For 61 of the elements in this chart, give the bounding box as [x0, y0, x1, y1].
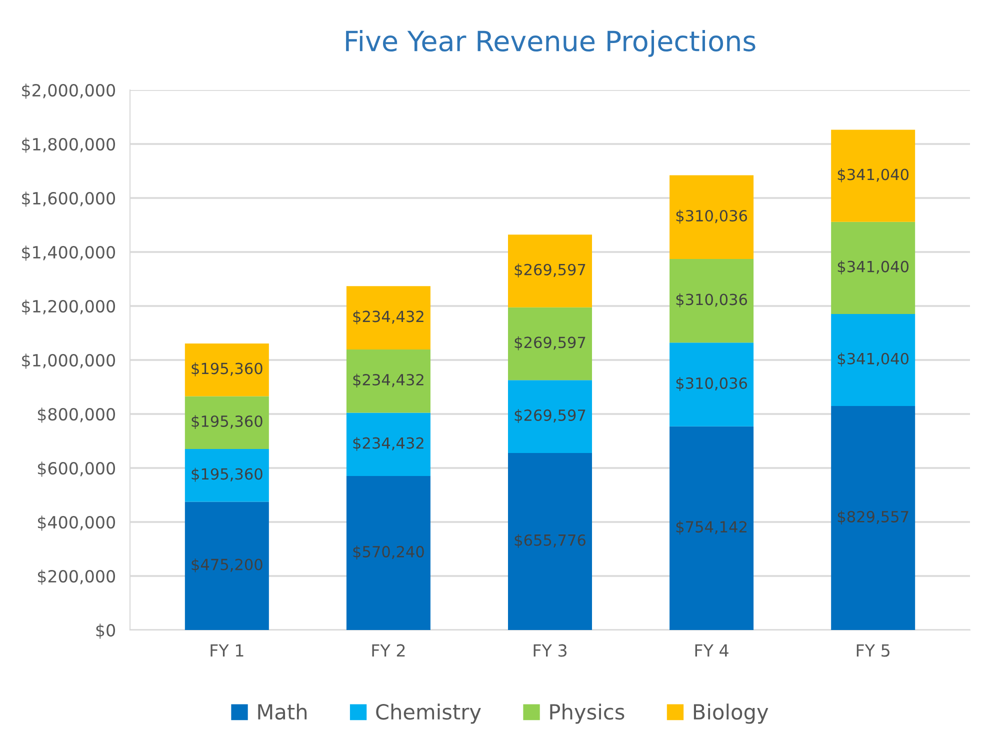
bar [184, 343, 269, 396]
y-tick-label: $1,200,000 [22, 300, 116, 315]
data-label: $754,142 [676, 520, 746, 535]
bar [508, 307, 592, 380]
legend-label: Biology [694, 704, 768, 724]
bar [670, 426, 754, 630]
data-label: $234,432 [353, 374, 424, 388]
y-tick-label: $1,600,000 [22, 192, 116, 207]
data-label: $475,200 [192, 558, 262, 572]
y-tick-label: $2,000,000 [22, 84, 116, 99]
bar [184, 448, 269, 502]
bar [670, 258, 754, 343]
legend-label: Math [258, 704, 307, 720]
y-tick-label: $400,000 [38, 516, 116, 531]
data-label: $269,597 [514, 409, 586, 424]
data-label: $269,597 [514, 336, 586, 350]
data-label: $829,557 [838, 510, 908, 524]
bar [184, 396, 269, 449]
y-tick-label: $200,000 [38, 570, 116, 585]
bar [670, 175, 754, 259]
data-label: $341,040 [838, 168, 909, 182]
x-tick-label: FY 1 [210, 644, 244, 657]
data-label: $234,432 [353, 310, 424, 324]
bar [508, 380, 592, 453]
legend-label: Physics [550, 704, 624, 724]
bar [508, 452, 592, 630]
x-tick-label: FY 2 [372, 644, 405, 657]
x-tick-label: FY 4 [695, 644, 728, 657]
bar [346, 286, 430, 350]
data-label: $269,597 [514, 264, 586, 278]
legend-label: Chemistry [376, 704, 481, 724]
y-tick-label: $1,000,000 [22, 354, 116, 369]
x-tick-label: FY 3 [534, 644, 566, 657]
bar [831, 406, 916, 630]
bar [831, 314, 916, 406]
y-tick-label: $0 [96, 624, 116, 639]
y-tick-label: $1,800,000 [22, 138, 116, 153]
data-label: $341,040 [838, 352, 909, 366]
data-label: $655,776 [514, 534, 586, 548]
data-label: $234,432 [353, 436, 424, 451]
bar [508, 234, 592, 308]
bar [831, 222, 916, 314]
bar [346, 349, 430, 413]
y-tick-label: $600,000 [38, 462, 116, 477]
x-tick-label: FY 5 [856, 644, 890, 657]
bar [346, 412, 430, 476]
data-label: $195,360 [192, 362, 262, 376]
data-label: $310,036 [676, 377, 748, 391]
chart-title: Five Year Revenue Projections [346, 30, 756, 57]
data-label: $310,036 [676, 293, 748, 308]
data-label: $570,240 [353, 546, 424, 560]
bar [831, 130, 916, 222]
y-tick-label: $1,400,000 [22, 246, 116, 261]
data-label: $310,036 [676, 210, 748, 224]
bar [184, 502, 269, 630]
bar [670, 342, 754, 426]
data-label: $195,360 [192, 468, 262, 482]
bar [346, 476, 430, 630]
y-tick-label: $800,000 [38, 408, 116, 423]
data-label: $341,040 [838, 260, 909, 274]
data-label: $195,360 [192, 415, 262, 430]
